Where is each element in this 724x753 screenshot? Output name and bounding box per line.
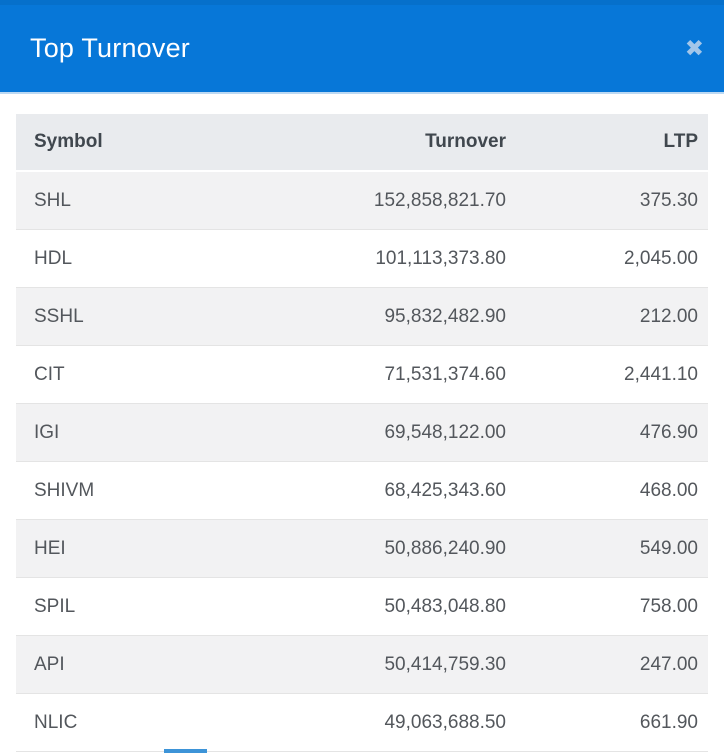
ltp-cell: 247.00 [516,636,708,694]
table-row: HDL 101,113,373.80 2,045.00 [16,230,708,288]
ltp-cell: 549.00 [516,520,708,578]
turnover-cell: 152,858,821.70 [266,172,516,230]
ltp-cell: 212.00 [516,288,708,346]
ltp-cell: 661.90 [516,694,708,752]
symbol-cell: IGI [16,404,266,462]
ltp-cell: 2,441.10 [516,346,708,404]
close-icon[interactable]: ✖ [681,33,708,64]
column-header-turnover: Turnover [266,114,516,172]
symbol-cell: NLIC [16,694,266,752]
table-row: SHL 152,858,821.70 375.30 [16,172,708,230]
symbol-cell: SSHL [16,288,266,346]
turnover-cell: 95,832,482.90 [266,288,516,346]
pagination-indicator[interactable] [164,749,207,753]
ltp-cell: 468.00 [516,462,708,520]
table-row: SHIVM 68,425,343.60 468.00 [16,462,708,520]
table-row: SSHL 95,832,482.90 212.00 [16,288,708,346]
symbol-cell: SHL [16,172,266,230]
top-turnover-modal: Top Turnover ✖ Symbol Turnover LTP SHL 1… [0,0,724,753]
table-row: API 50,414,759.30 247.00 [16,636,708,694]
ltp-cell: 2,045.00 [516,230,708,288]
symbol-cell: SPIL [16,578,266,636]
symbol-cell: SHIVM [16,462,266,520]
turnover-table: Symbol Turnover LTP SHL 152,858,821.70 3… [16,114,708,752]
modal-header: Top Turnover ✖ [0,0,724,94]
turnover-cell: 50,483,048.80 [266,578,516,636]
ltp-cell: 476.90 [516,404,708,462]
turnover-cell: 69,548,122.00 [266,404,516,462]
symbol-cell: API [16,636,266,694]
table-body: SHL 152,858,821.70 375.30 HDL 101,113,37… [16,172,708,752]
turnover-cell: 50,414,759.30 [266,636,516,694]
column-header-symbol: Symbol [16,114,266,172]
turnover-cell: 71,531,374.60 [266,346,516,404]
table-row: NLIC 49,063,688.50 661.90 [16,694,708,752]
symbol-cell: CIT [16,346,266,404]
ltp-cell: 758.00 [516,578,708,636]
modal-title: Top Turnover [30,33,190,64]
table-row: IGI 69,548,122.00 476.90 [16,404,708,462]
table-row: HEI 50,886,240.90 549.00 [16,520,708,578]
table-row: CIT 71,531,374.60 2,441.10 [16,346,708,404]
column-header-ltp: LTP [516,114,708,172]
turnover-cell: 49,063,688.50 [266,694,516,752]
turnover-cell: 68,425,343.60 [266,462,516,520]
turnover-cell: 101,113,373.80 [266,230,516,288]
symbol-cell: HDL [16,230,266,288]
table-row: SPIL 50,483,048.80 758.00 [16,578,708,636]
modal-body: Symbol Turnover LTP SHL 152,858,821.70 3… [0,94,724,752]
turnover-cell: 50,886,240.90 [266,520,516,578]
symbol-cell: HEI [16,520,266,578]
ltp-cell: 375.30 [516,172,708,230]
table-header-row: Symbol Turnover LTP [16,114,708,172]
